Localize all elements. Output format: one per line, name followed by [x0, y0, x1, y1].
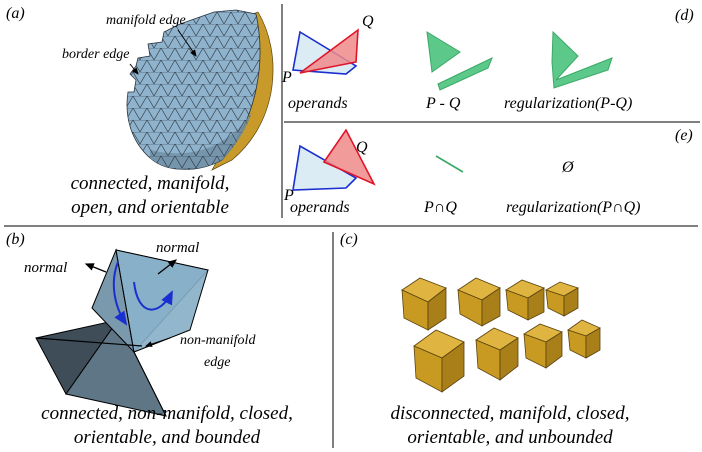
caption-c: disconnected, manifold, closed, orientab…	[360, 402, 660, 450]
point-q-d: Q	[362, 13, 374, 30]
edge-label: edge	[204, 355, 230, 370]
result-regularized-difference	[551, 30, 613, 89]
manifold-edge-label: manifold edge	[106, 13, 186, 28]
polygon-p-e	[292, 144, 358, 191]
orientation-arrow-left	[112, 261, 128, 326]
panel-e-shapes	[292, 128, 464, 191]
empty-set-label: Ø	[561, 159, 575, 176]
normal-label-left: normal	[24, 260, 67, 276]
cube-5	[413, 329, 465, 393]
cube-7	[523, 323, 563, 369]
manifold-edge-pointer	[177, 29, 197, 57]
regularization-intersection-label: regularization(P∩Q)	[506, 199, 641, 216]
panel-a-tag: (a)	[6, 5, 25, 22]
normal-arrow-right	[157, 259, 178, 275]
panel-c-tag: (c)	[340, 231, 358, 248]
caption-a: connected, manifold, open, and orientabl…	[40, 172, 260, 220]
result-intersection-segment	[435, 155, 464, 173]
cube-8	[567, 319, 601, 359]
caption-b-line-2: orientable, and bounded	[73, 427, 261, 448]
panel-c-cubes	[401, 277, 601, 393]
polygon-q-d	[299, 28, 359, 74]
panel-d-shapes	[292, 28, 613, 91]
cube-6	[475, 327, 519, 381]
normal-arrow-left	[84, 263, 107, 273]
result-difference-sliver	[437, 56, 493, 91]
intersection-label: P∩Q	[423, 199, 457, 216]
caption-c-line-1: disconnected, manifold, closed,	[390, 403, 630, 424]
panel-b-tag: (b)	[6, 231, 25, 248]
non-manifold-edge-pointer	[145, 337, 171, 347]
cube-3	[505, 279, 545, 321]
regularization-difference-label: regularization(P-Q)	[504, 95, 632, 112]
caption-b-line-1: connected, non-manifold, closed,	[41, 403, 293, 424]
non-manifold-label: non-manifold	[180, 333, 256, 348]
point-q-e: Q	[356, 139, 368, 156]
point-p-d: P	[281, 69, 292, 86]
result-difference	[426, 31, 461, 73]
operands-label-d: operands	[288, 95, 348, 112]
caption-b: connected, non-manifold, closed, orienta…	[14, 402, 320, 450]
border-edge-pointer	[129, 63, 139, 75]
cube-2	[457, 277, 501, 327]
cube-4	[545, 281, 579, 317]
mesh-shadow	[150, 112, 252, 170]
panel-a-mesh	[126, 9, 274, 171]
border-edge-label: border edge	[62, 47, 130, 62]
non-manifold-edge-line	[35, 337, 143, 347]
point-p-e: P	[283, 187, 294, 204]
panel-b-solid	[35, 248, 209, 417]
caption-a-line-2: open, and orientable	[71, 197, 229, 218]
panel-e-tag: (e)	[675, 127, 693, 144]
polygon-q-e	[322, 128, 376, 186]
normal-label-right: normal	[156, 240, 199, 256]
caption-c-line-2: orientable, and unbounded	[407, 427, 613, 448]
cube-1	[401, 277, 447, 331]
panel-d-tag: (d)	[675, 7, 694, 24]
orientation-arrow-right	[133, 281, 173, 311]
operands-label-e: operands	[290, 199, 350, 216]
difference-label: P - Q	[425, 95, 461, 112]
caption-a-line-1: connected, manifold,	[70, 173, 230, 194]
